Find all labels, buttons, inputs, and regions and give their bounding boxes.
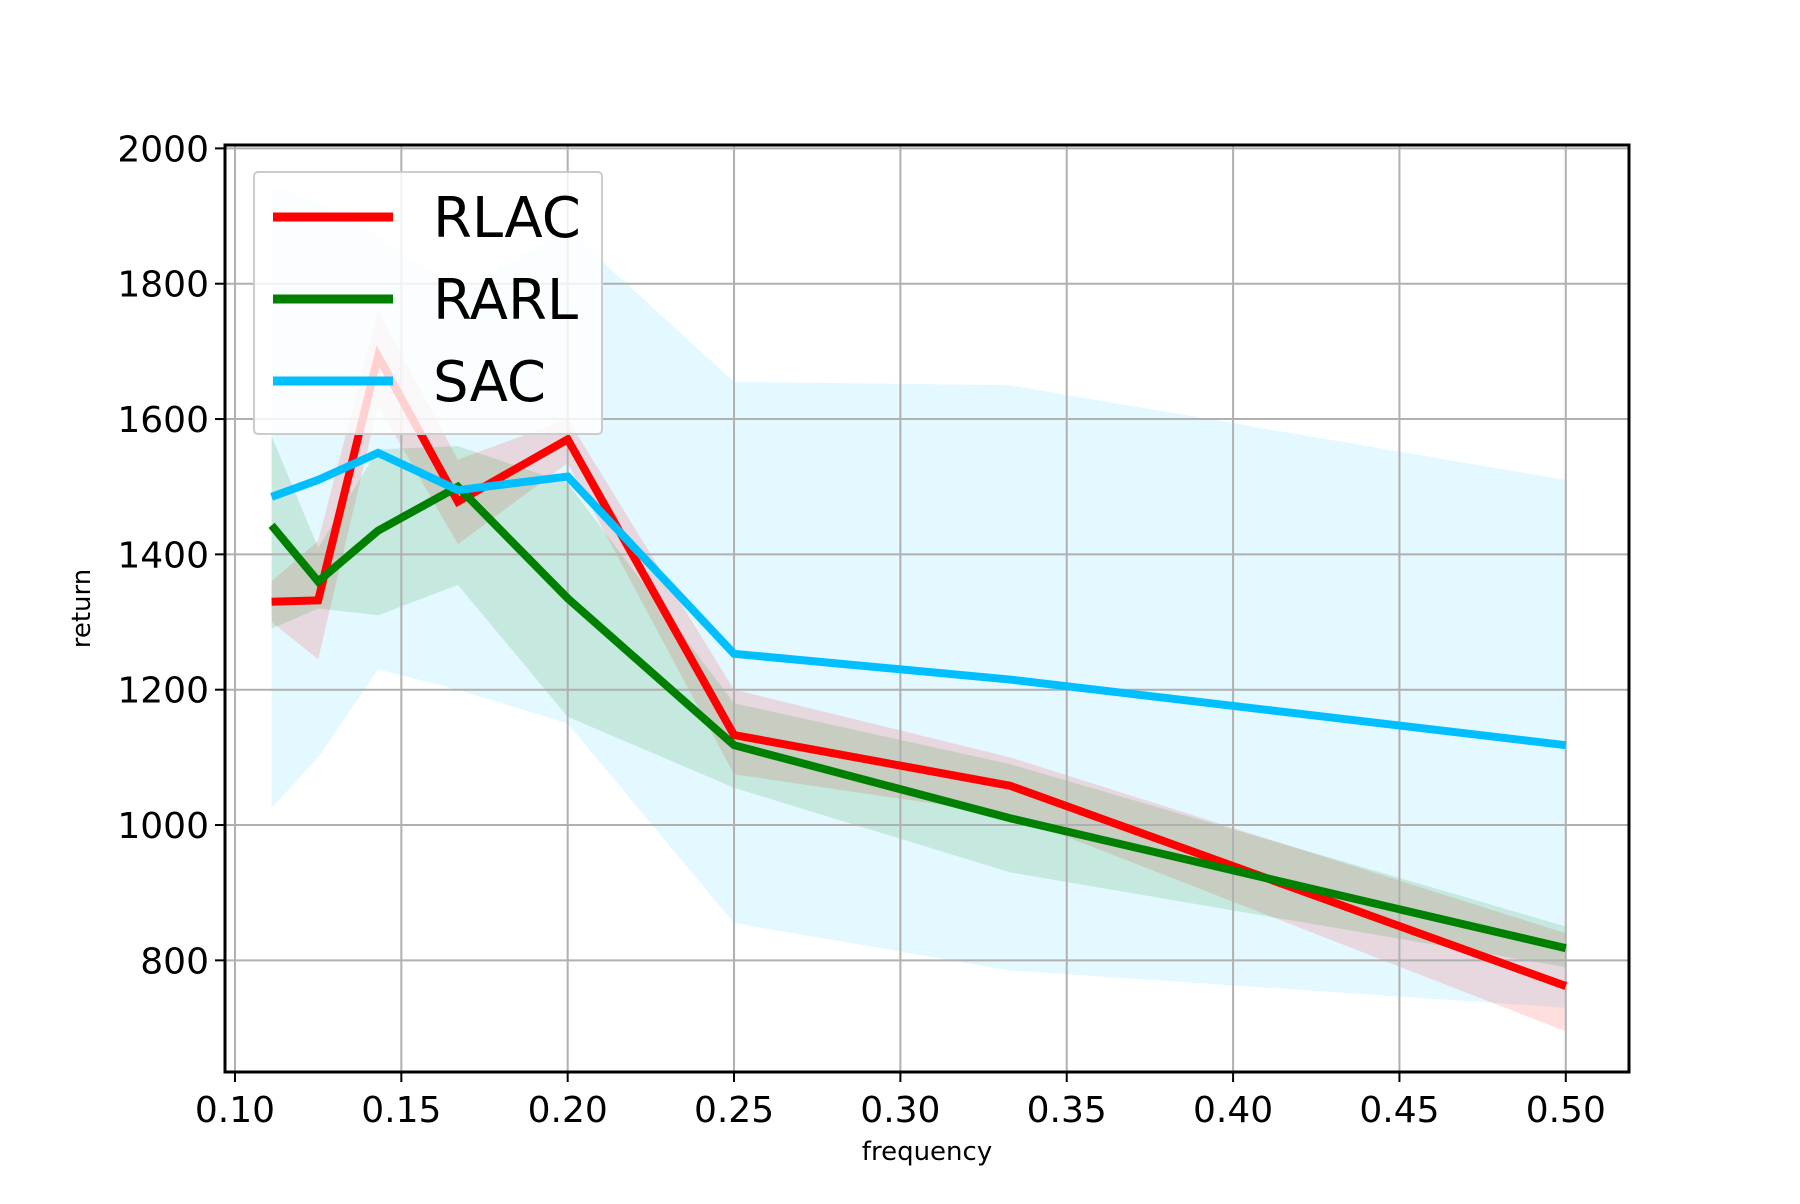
y-tick-label: 1600 bbox=[117, 400, 209, 441]
legend-label-rarl: RARL bbox=[433, 268, 578, 333]
series-lines bbox=[268, 345, 1568, 990]
y-tick-label: 1200 bbox=[117, 671, 209, 712]
legend: RLAC RARL SAC bbox=[253, 171, 603, 435]
band-rarl bbox=[271, 435, 1566, 968]
plot-frame bbox=[223, 143, 1631, 1074]
y-tick-label: 1000 bbox=[117, 806, 209, 847]
axis-ticks: 0.10 0.15 0.20 0.25 0.30 0.35 0.40 0.45 0.50 800 1… bbox=[117, 129, 1605, 1131]
series-line-rlac bbox=[271, 345, 1568, 990]
x-tick-label: 0.45 bbox=[1359, 1090, 1439, 1131]
legend-label-rlac: RLAC bbox=[433, 186, 581, 251]
x-tick-label: 0.50 bbox=[1526, 1090, 1606, 1131]
x-tick-label: 0.10 bbox=[195, 1090, 275, 1131]
y-tick-label: 2000 bbox=[117, 129, 209, 170]
x-tick-label: 0.30 bbox=[860, 1090, 940, 1131]
x-tick-label: 0.15 bbox=[361, 1090, 441, 1131]
series-line-rarl bbox=[268, 481, 1567, 953]
x-axis-label: frequency bbox=[862, 1137, 992, 1167]
y-tick-label: 1800 bbox=[117, 265, 209, 306]
y-tick-label: 1400 bbox=[117, 535, 209, 576]
y-axis-label: return bbox=[67, 569, 97, 649]
x-tick-label: 0.40 bbox=[1193, 1090, 1273, 1131]
legend-label-sac: SAC bbox=[433, 350, 546, 415]
x-tick-label: 0.20 bbox=[528, 1090, 608, 1131]
y-tick-label: 800 bbox=[140, 941, 209, 982]
x-tick-label: 0.35 bbox=[1027, 1090, 1107, 1131]
legend-box bbox=[253, 171, 603, 435]
series-line-sac bbox=[270, 448, 1567, 750]
x-tick-label: 0.25 bbox=[694, 1090, 774, 1131]
